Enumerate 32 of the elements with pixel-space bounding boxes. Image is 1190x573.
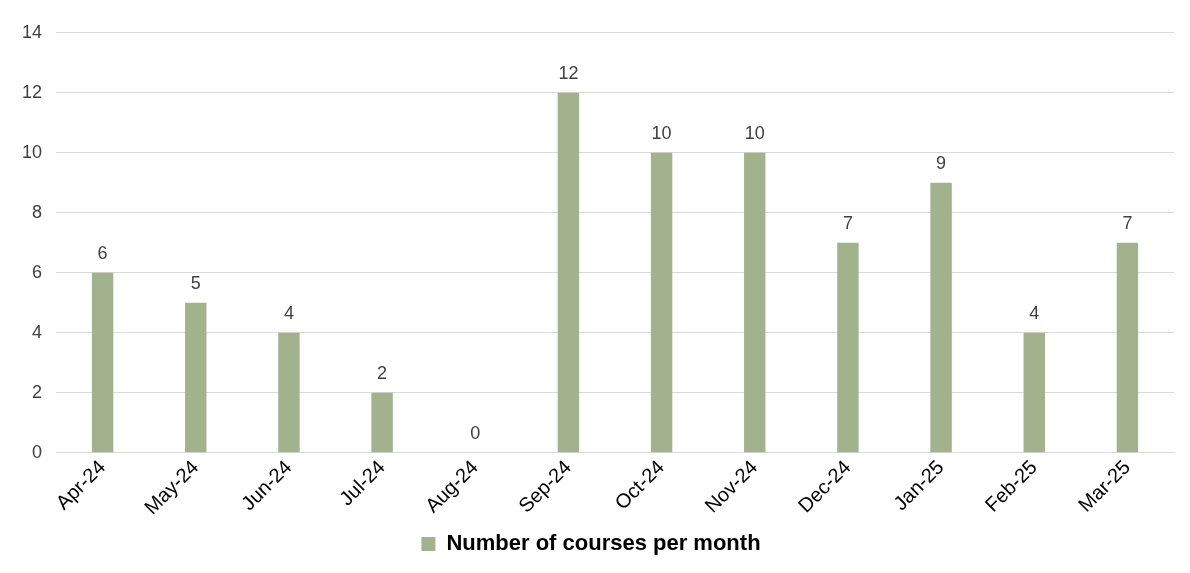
y-tick-label: 12 [21, 81, 43, 102]
y-tick-label: 2 [32, 381, 43, 402]
data-label: 0 [470, 422, 481, 443]
data-label: 6 [97, 242, 108, 263]
bar [371, 392, 393, 453]
data-label: 2 [377, 362, 388, 383]
data-label: 7 [1122, 212, 1133, 233]
data-label: 4 [1029, 302, 1040, 323]
data-label: 10 [744, 122, 765, 143]
bar [91, 272, 114, 453]
y-tick-label: 10 [21, 141, 43, 162]
data-label: 4 [283, 302, 294, 323]
bar [837, 242, 859, 453]
data-label: 7 [842, 212, 853, 233]
bar [185, 302, 207, 453]
y-tick-label: 6 [32, 261, 43, 282]
data-label: 5 [190, 272, 201, 293]
y-tick-label: 0 [32, 441, 43, 462]
bar [278, 332, 300, 453]
bar [557, 92, 580, 453]
bar [1116, 242, 1139, 453]
data-label: 12 [558, 62, 579, 83]
y-tick-label: 14 [21, 21, 43, 42]
bar [930, 182, 952, 453]
data-label: 9 [936, 152, 947, 173]
y-tick-label: 4 [32, 321, 43, 342]
bar [744, 152, 766, 453]
bar [1023, 332, 1045, 453]
bar [650, 152, 673, 453]
legend-label: Number of courses per month [446, 530, 761, 556]
y-tick-label: 8 [32, 201, 43, 222]
data-label: 10 [651, 122, 672, 143]
